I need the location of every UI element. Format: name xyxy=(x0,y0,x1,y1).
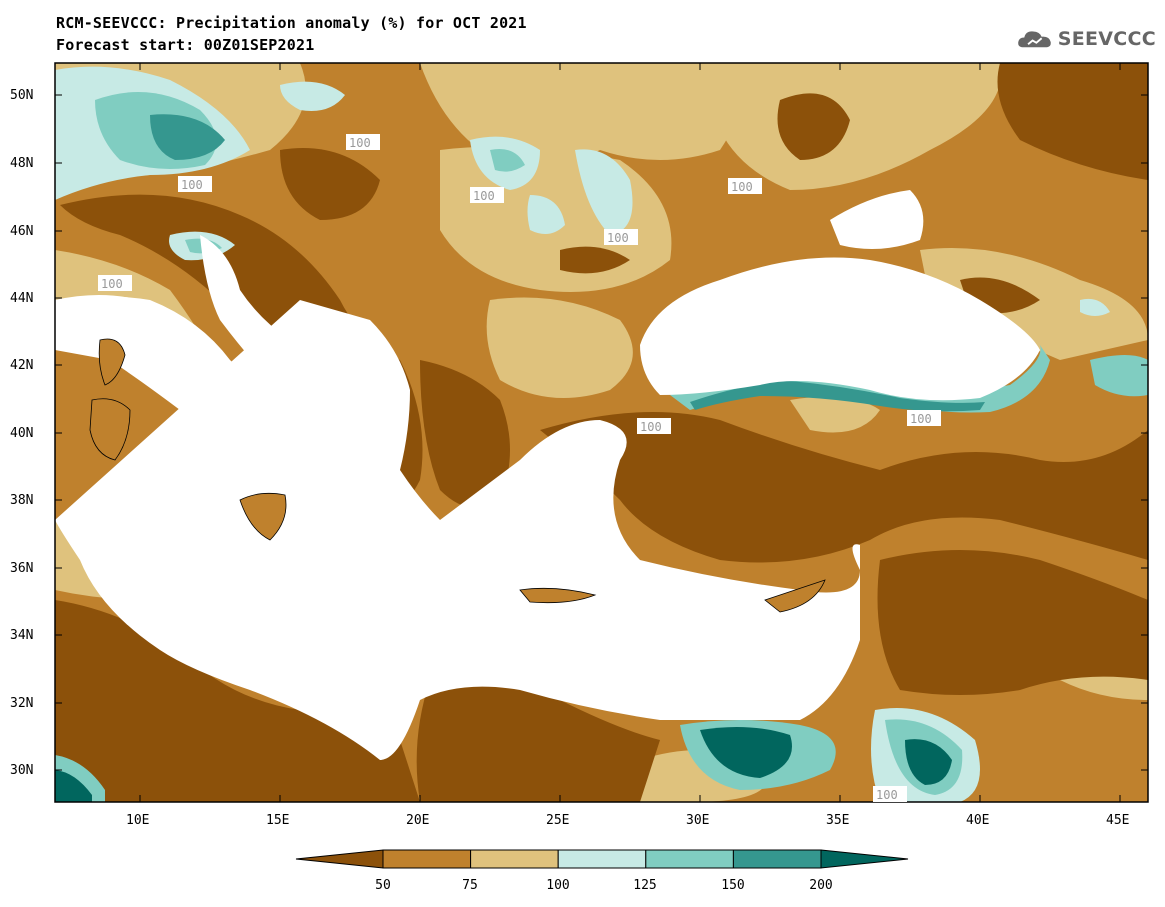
lat-label: 44N xyxy=(10,291,33,306)
lat-label: 48N xyxy=(10,156,33,171)
contour-label: 100 xyxy=(731,180,753,194)
colorbar-bin xyxy=(470,849,559,869)
seevccc-logo: SEEVCCC xyxy=(1016,22,1156,56)
axis-ticks xyxy=(55,63,1148,802)
contour-label: 100 xyxy=(349,136,371,150)
contour-label: 100 xyxy=(607,231,629,245)
colorbar-label: 200 xyxy=(809,878,832,893)
contour-label: 100 xyxy=(876,788,898,802)
lat-label: 42N xyxy=(10,358,33,373)
colorbar-label: 100 xyxy=(546,878,569,893)
lat-label: 34N xyxy=(10,628,33,643)
colorbar-label: 50 xyxy=(375,878,391,893)
colorbar-labels: 50 75 100 125 150 200 xyxy=(375,878,833,893)
contour-label: 100 xyxy=(101,277,123,291)
lon-label: 20E xyxy=(406,813,429,828)
colorbar-legend xyxy=(295,849,909,869)
contour-label: 100 xyxy=(640,420,662,434)
lon-label: 40E xyxy=(966,813,989,828)
contour-label: 100 xyxy=(910,412,932,426)
anomaly-field xyxy=(55,63,1148,802)
lat-label: 38N xyxy=(10,493,33,508)
longitude-labels: 10E 15E 20E 25E 30E 35E 40E 45E xyxy=(126,813,1129,828)
lon-label: 10E xyxy=(126,813,149,828)
lat-label: 40N xyxy=(10,426,33,441)
colorbar-bin xyxy=(645,849,734,869)
lat-label: 30N xyxy=(10,763,33,778)
cloud-icon xyxy=(1018,31,1051,48)
colorbar-bin xyxy=(295,849,384,869)
colorbar-label: 125 xyxy=(633,878,656,893)
forecast-start-subtitle: Forecast start: 00Z01SEP2021 xyxy=(56,36,315,54)
colorbar-label: 150 xyxy=(721,878,744,893)
latitude-labels: 50N 48N 46N 44N 42N 40N 38N 36N 34N 32N … xyxy=(10,88,33,778)
lat-label: 46N xyxy=(10,224,33,239)
lon-label: 25E xyxy=(546,813,569,828)
lon-label: 30E xyxy=(686,813,709,828)
colorbar-bin xyxy=(732,849,822,869)
lon-label: 45E xyxy=(1106,813,1129,828)
colorbar-bin xyxy=(557,849,647,869)
lon-label: 15E xyxy=(266,813,289,828)
contour-label: 100 xyxy=(473,189,495,203)
map-title: RCM-SEEVCCC: Precipitation anomaly (%) f… xyxy=(56,14,527,32)
colorbar-label: 75 xyxy=(462,878,478,893)
lon-label: 35E xyxy=(826,813,849,828)
lat-label: 36N xyxy=(10,561,33,576)
contour-labels: 100 100 100 100 100 100 100 100 100 xyxy=(98,134,941,802)
lat-label: 32N xyxy=(10,696,33,711)
contour-label: 100 xyxy=(181,178,203,192)
lat-label: 50N xyxy=(10,88,33,103)
colorbar-bin xyxy=(382,849,472,869)
colorbar-bin xyxy=(820,849,909,869)
logo-text: SEEVCCC xyxy=(1057,28,1156,50)
